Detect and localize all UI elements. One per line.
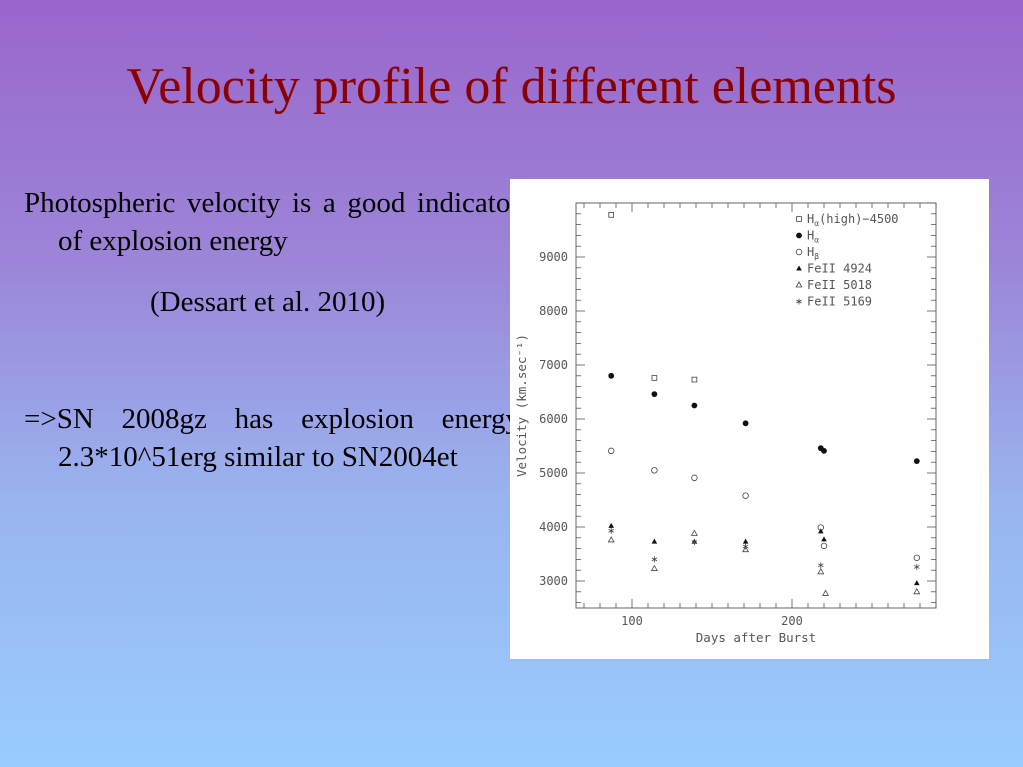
data-point	[913, 458, 920, 465]
data-point	[742, 538, 749, 544]
data-point	[821, 536, 827, 542]
data-point	[608, 372, 615, 379]
paragraph-photospheric-velocity: Photospheric velocity is a good indicato…	[24, 187, 520, 257]
legend-marker	[796, 216, 802, 222]
asterisk-stroke	[914, 565, 920, 569]
x-axis-title: Days after Burst	[696, 630, 816, 645]
y-tick-label: 8000	[539, 304, 568, 318]
data-point	[651, 467, 658, 474]
slide-title: Velocity profile of different elements	[126, 58, 897, 115]
data-point	[690, 529, 698, 536]
data-point	[608, 522, 614, 528]
asterisk-stroke	[742, 544, 749, 549]
chart-panel: 100 200 3000 4000 5000 6000 7000 8000 9000 Days a…	[510, 179, 989, 659]
y-tick-label: 7000	[539, 358, 568, 372]
legend-label: Hβ	[807, 245, 819, 261]
citation: (Dessart et al. 2010)	[150, 286, 386, 318]
y-tick-label: 5000	[539, 466, 568, 480]
paragraph-sn2008gz: =>SN 2008gz has explosion energy 2.3*10^…	[24, 403, 520, 473]
data-point	[914, 580, 920, 586]
asterisk-stroke	[651, 557, 658, 562]
data-point	[913, 554, 920, 561]
data-point	[607, 447, 615, 455]
legend-label: Hα(high)−4500	[807, 212, 899, 228]
x-tick-label: 200	[781, 614, 803, 628]
asterisk-stroke	[608, 528, 614, 533]
chart-points	[607, 212, 921, 596]
legend-marker	[795, 281, 803, 288]
data-point	[913, 587, 921, 595]
data-point	[817, 568, 825, 575]
data-point	[650, 564, 658, 571]
data-point	[691, 376, 698, 383]
data-point	[818, 528, 824, 534]
asterisk-stroke	[796, 299, 802, 304]
data-point	[822, 589, 830, 596]
data-point	[914, 563, 920, 570]
data-point	[608, 212, 615, 218]
y-tick-label: 6000	[539, 412, 568, 426]
data-point	[691, 474, 698, 482]
data-point	[821, 447, 827, 454]
data-point	[608, 527, 614, 534]
legend-marker	[796, 298, 802, 305]
data-point	[818, 562, 824, 569]
data-point	[691, 539, 698, 546]
legend-marker	[795, 248, 803, 256]
data-point	[651, 391, 658, 398]
velocity-chart: 100 200 3000 4000 5000 6000 7000 8000 9000 Days a…	[514, 202, 937, 645]
asterisk-stroke	[691, 540, 698, 544]
data-point	[742, 420, 749, 427]
legend-marker	[796, 232, 802, 239]
x-tick-label: 100	[621, 614, 643, 628]
data-point	[651, 375, 658, 381]
data-point	[691, 402, 698, 409]
y-tick-label: 4000	[539, 520, 568, 534]
legend-marker	[796, 265, 802, 271]
data-point	[742, 492, 749, 499]
y-tick-label: 3000	[539, 574, 568, 588]
y-tick-label: 9000	[539, 250, 568, 264]
legend-label: Hα	[807, 229, 819, 245]
data-point	[651, 556, 658, 563]
asterisk-stroke	[818, 563, 824, 568]
legend-label: FeII 4924	[807, 262, 872, 276]
legend-label: FeII 5018	[807, 278, 872, 292]
y-axis-title: Velocity (km.sec⁻¹)	[514, 334, 529, 477]
data-point	[607, 536, 615, 543]
legend-label: FeII 5169	[807, 295, 872, 309]
data-point	[651, 538, 658, 544]
chart-axes: 100 200 3000 4000 5000 6000 7000 8000 9000 Days a…	[514, 202, 937, 645]
plot-frame	[575, 202, 937, 609]
data-point	[742, 543, 749, 550]
data-point	[820, 542, 828, 550]
